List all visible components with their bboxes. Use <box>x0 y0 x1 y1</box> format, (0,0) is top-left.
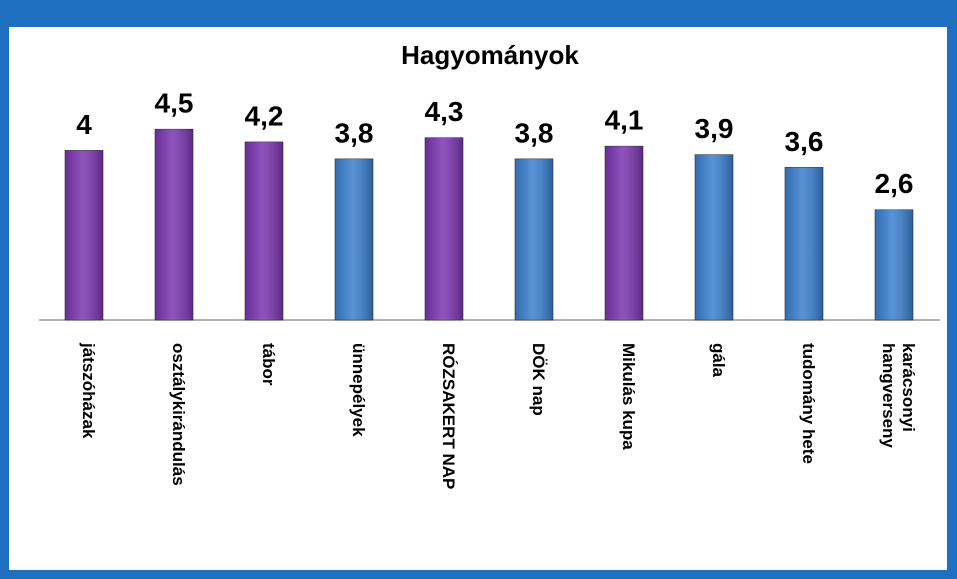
value-label: 4,1 <box>605 105 644 136</box>
value-label: 4,5 <box>155 88 194 119</box>
value-label: 2,6 <box>875 168 914 199</box>
bar-shade <box>155 129 193 320</box>
bar-shade <box>785 167 823 320</box>
x-tick-label: RÓZSAKERT NAP <box>439 343 458 490</box>
value-label: 3,6 <box>785 126 824 157</box>
x-tick-label: Mikulás kupa <box>619 343 638 450</box>
x-tick-label: tudomány hete <box>799 343 818 464</box>
chart-title: Hagyományok <box>401 40 579 70</box>
value-label: 4,2 <box>245 100 284 131</box>
value-label: 3,9 <box>695 113 734 144</box>
x-tick-label: ünnepélyek <box>349 343 368 437</box>
value-label: 4 <box>76 109 92 140</box>
x-tick-label: DÖK nap <box>529 343 548 416</box>
value-label: 3,8 <box>515 117 554 148</box>
bar-shade <box>245 141 283 320</box>
x-tick-label: gála <box>709 343 728 378</box>
x-tick-label: tábor <box>259 343 278 386</box>
bar-shade <box>875 209 913 320</box>
x-tick-label: osztálykirándulás <box>169 343 188 486</box>
bar-shade <box>335 158 373 320</box>
bar-shade <box>695 154 733 320</box>
value-label: 4,3 <box>425 96 464 127</box>
bar-shade <box>425 137 463 320</box>
x-tick-label: játszóházak <box>79 343 98 439</box>
bar-shade <box>515 158 553 320</box>
x-tick-label: karácsonyi hangverseny <box>879 343 918 448</box>
bar-shade <box>65 150 103 320</box>
value-label: 3,8 <box>335 117 374 148</box>
bar-shade <box>605 146 643 320</box>
